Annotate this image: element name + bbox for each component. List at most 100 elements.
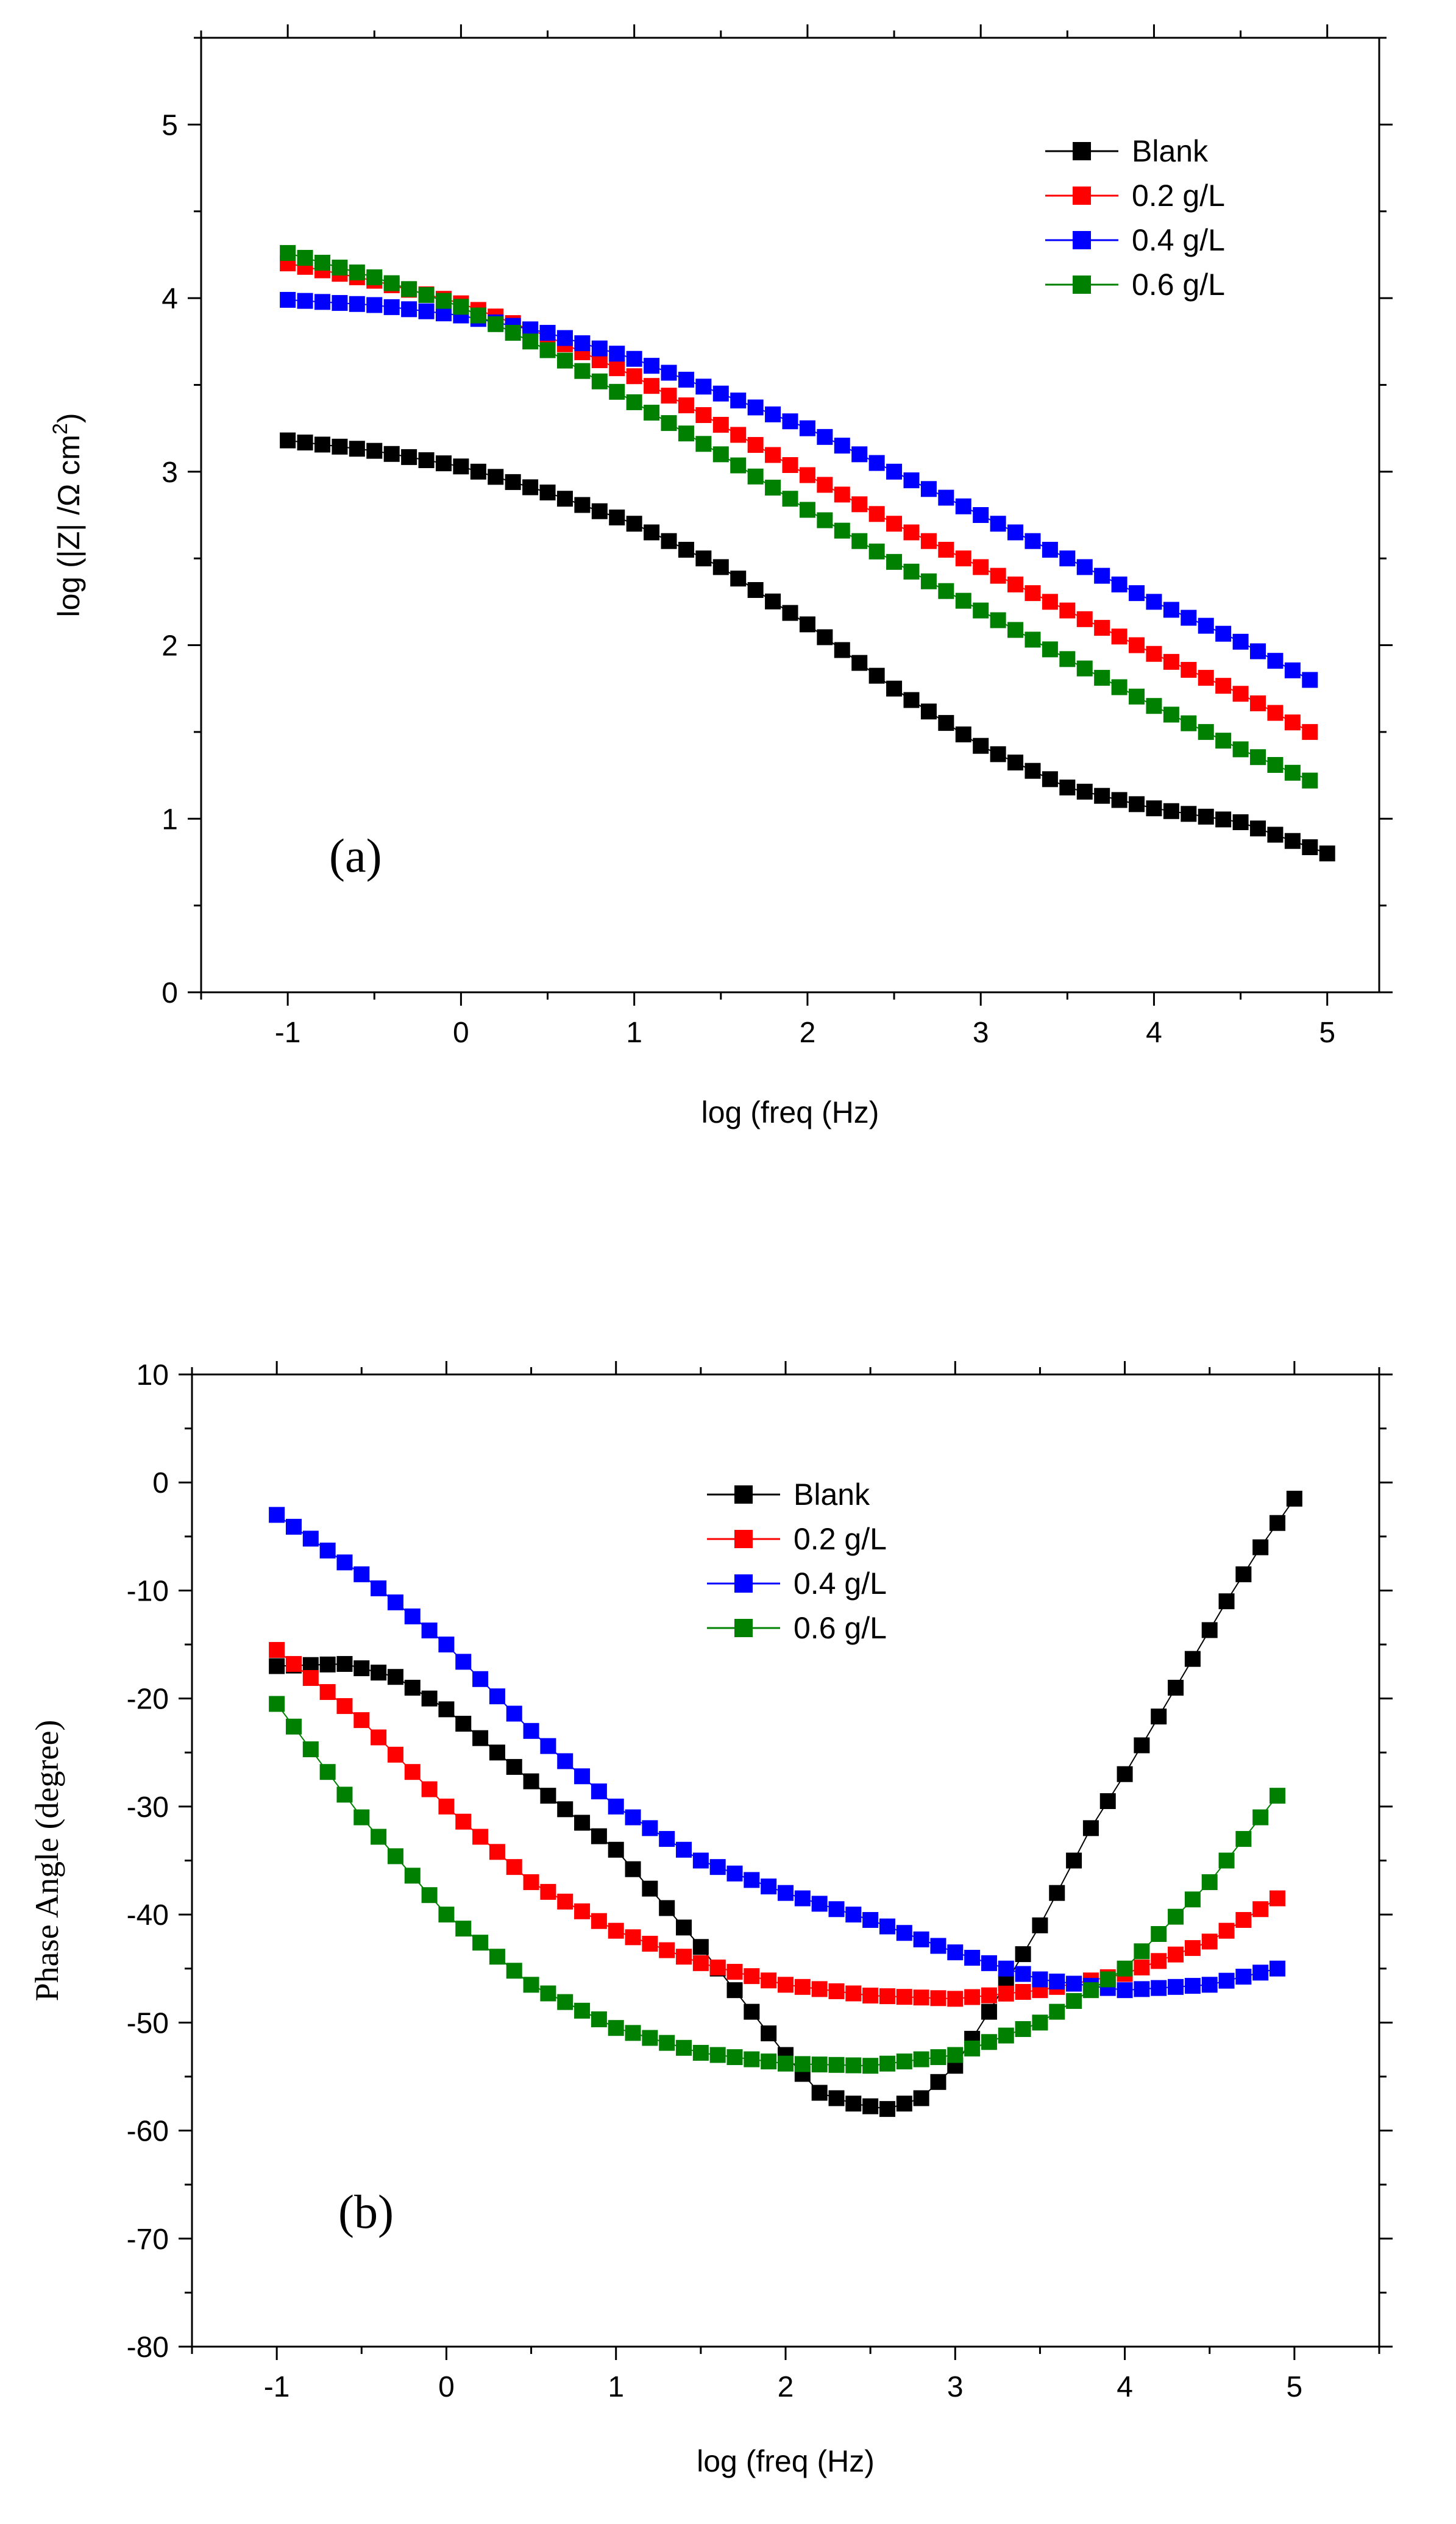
data-point [387, 1594, 403, 1610]
legend-label: 0.6 g/L [1132, 268, 1225, 302]
data-point [828, 1901, 845, 1918]
series-0-4-g-l [280, 291, 1318, 688]
data-point [1250, 820, 1266, 837]
data-point [845, 1907, 862, 1923]
data-point [336, 1655, 353, 1672]
data-point [366, 297, 383, 313]
y-axis-title: log (|Z| /Ω cm2) [49, 413, 86, 617]
data-point [1235, 1831, 1252, 1847]
x-tick-label: 5 [1319, 1017, 1335, 1049]
data-point [765, 480, 781, 496]
data-point [626, 516, 642, 532]
data-point [506, 1859, 522, 1875]
data-point [920, 533, 937, 549]
data-point [404, 1764, 421, 1780]
data-point [1168, 1679, 1184, 1696]
data-point [747, 399, 764, 416]
data-point [886, 680, 903, 697]
data-point [730, 427, 747, 443]
data-point [540, 1985, 556, 2002]
x-tick-label: 0 [453, 1017, 469, 1049]
data-point [1168, 1978, 1184, 1995]
data-point [1151, 1926, 1167, 1943]
data-point [1252, 1539, 1269, 1555]
data-point [591, 373, 608, 389]
data-point [644, 524, 660, 541]
data-point [353, 1566, 370, 1582]
data-point [695, 550, 712, 567]
data-point [1163, 706, 1179, 723]
data-point [930, 2074, 946, 2090]
y-tick-label: -20 [127, 1683, 169, 1716]
data-point [1284, 662, 1301, 678]
data-point [676, 1949, 692, 1965]
data-point [1250, 749, 1266, 766]
data-point [896, 1989, 912, 2005]
data-point [896, 2096, 912, 2112]
data-point [1076, 559, 1093, 575]
data-point [744, 1872, 760, 1888]
data-point [676, 1919, 692, 1936]
data-point [692, 1955, 709, 1971]
data-point [574, 1768, 591, 1785]
x-tick-label: 5 [1287, 2371, 1303, 2403]
data-point [505, 474, 521, 490]
data-point [1042, 641, 1058, 658]
data-point [744, 2051, 760, 2067]
data-point [540, 1738, 556, 1754]
data-point [676, 1841, 692, 1858]
data-point [709, 1959, 726, 1975]
data-point [799, 467, 815, 483]
data-point [712, 446, 729, 463]
data-point [896, 1925, 912, 1941]
data-point [1025, 631, 1041, 648]
data-point [1252, 1964, 1269, 1981]
data-point [608, 1841, 624, 1858]
data-point [659, 1900, 675, 1916]
data-point [625, 1809, 641, 1825]
data-point [973, 738, 989, 754]
data-point [523, 1977, 539, 1993]
data-point [868, 506, 885, 522]
data-point [947, 2047, 964, 2063]
data-point [692, 2044, 709, 2061]
series-blank [280, 432, 1335, 862]
data-point [782, 605, 798, 621]
data-point [1252, 1809, 1269, 1825]
data-point [557, 1753, 574, 1769]
data-point [973, 507, 989, 523]
series-line [276, 1703, 1278, 2067]
data-point [1015, 1966, 1031, 1982]
data-point [1198, 808, 1214, 825]
series-0-2-g-l [280, 255, 1318, 740]
data-point [1082, 1982, 1099, 1999]
data-point [678, 425, 694, 442]
data-point [435, 455, 452, 472]
x-tick-label: 1 [608, 2371, 624, 2403]
data-point [794, 1890, 811, 1907]
y-tick-label: 3 [162, 457, 178, 489]
x-tick-label: 3 [973, 1017, 989, 1049]
data-point [998, 1985, 1014, 2002]
data-point [1218, 1922, 1235, 1939]
x-tick-label: 1 [626, 1017, 642, 1049]
data-point [285, 1718, 302, 1735]
data-point [1042, 594, 1058, 610]
data-point [1302, 723, 1318, 740]
data-point [1076, 783, 1093, 800]
data-point [938, 541, 954, 558]
data-point [383, 275, 400, 291]
data-point [404, 1608, 421, 1624]
legend-label: Blank [794, 1477, 870, 1512]
data-point [1270, 1788, 1286, 1804]
data-point [1094, 620, 1110, 636]
data-point [765, 406, 781, 422]
data-point [472, 1935, 489, 1951]
data-point [1215, 625, 1232, 642]
y-tick-label: -40 [127, 1899, 169, 1932]
data-point [765, 447, 781, 463]
data-point [1099, 1793, 1116, 1810]
data-point [557, 1893, 574, 1910]
data-point [678, 541, 694, 558]
